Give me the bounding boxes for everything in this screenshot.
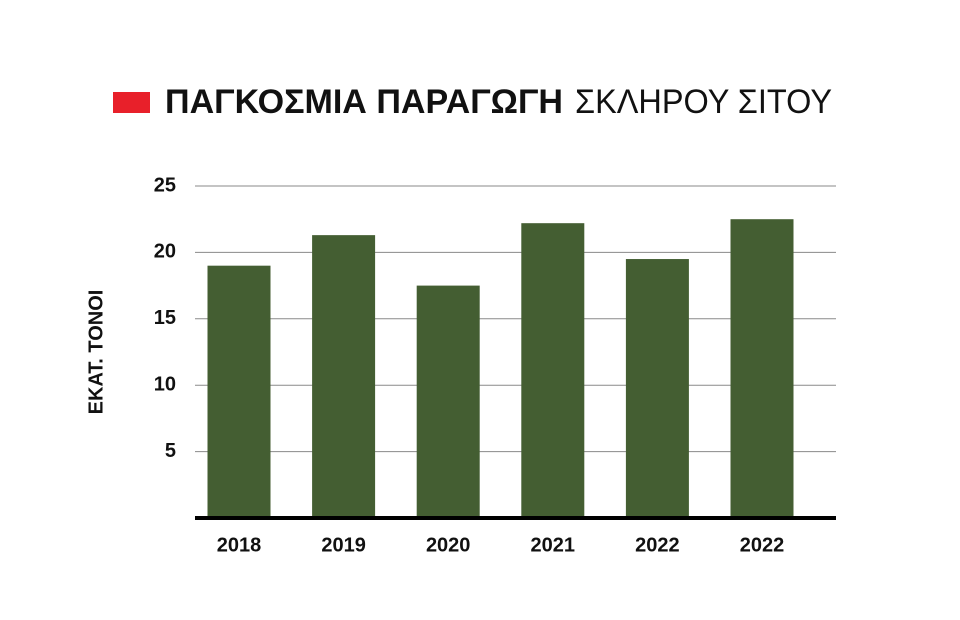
x-tick-label: 2021 — [531, 534, 576, 556]
x-tick-label: 2018 — [217, 534, 262, 556]
bar — [312, 235, 376, 519]
y-tick-label: 20 — [154, 241, 176, 263]
y-tick-label: 5 — [165, 440, 176, 462]
bar — [207, 265, 271, 518]
x-tick-label: 2019 — [321, 534, 366, 556]
x-tick-label: 2022 — [635, 534, 680, 556]
bar — [416, 285, 480, 518]
y-axis-label: ΕΚΑΤ. ΤΟΝΟΙ — [85, 290, 107, 415]
bar — [521, 223, 585, 518]
title-marker — [113, 92, 150, 113]
y-tick-label: 10 — [154, 373, 176, 395]
x-tick-label: 2022 — [740, 534, 785, 556]
bar — [625, 259, 689, 518]
y-tick-label: 25 — [154, 174, 176, 196]
y-tick-label: 15 — [154, 307, 176, 329]
chart-title: ΠΑΓΚΟΣΜΙΑ ΠΑΡΑΓΩΓΗ — [165, 83, 563, 121]
x-tick-label: 2020 — [426, 534, 471, 556]
chart-subtitle: ΣΚΛΗΡΟΥ ΣΙΤΟΥ — [575, 83, 832, 121]
bar — [730, 219, 794, 518]
